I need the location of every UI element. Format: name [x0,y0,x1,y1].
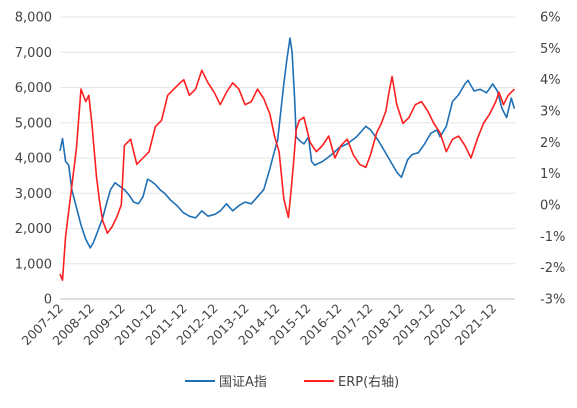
series-line-guozheng-a-index [59,37,516,249]
y-right-tick-label: 4% [540,73,561,88]
y-left-tick-label: 2,000 [15,222,52,237]
y-right-tick-label: 5% [540,42,561,57]
y-right-tick-label: 0% [540,199,561,214]
y-right-tick-label: 2% [540,136,561,151]
y-left-tick-label: 1,000 [15,257,52,272]
y-left-tick-label: 4,000 [15,152,52,167]
y-right-tick-label: 3% [540,105,561,120]
y-left-tick-label: 6,000 [15,81,52,96]
y-left-tick-label: 3,000 [15,187,52,202]
y-left-tick-label: 0 [44,293,52,308]
legend: 国证A指 ERP(右轴) [185,375,399,390]
legend-label: 国证A指 [219,375,267,390]
series-layer [59,37,516,282]
series-line-erp [59,69,515,282]
y-left-tick-label: 7,000 [15,46,52,61]
y-right-tick-label: -3% [540,293,565,308]
y-left-tick-label: 8,000 [15,11,52,26]
y-left-tick-label: 5,000 [15,116,52,131]
legend-label: ERP(右轴) [338,375,399,390]
y-right-tick-label: 6% [540,11,561,26]
y-right-tick-label: -2% [540,261,565,276]
axis-layer: 0 1,000 2,000 3,000 4,000 5,000 6,000 7,000 8,00… [15,11,566,349]
y-right-tick-label: -1% [540,230,565,245]
y-right-tick-label: 1% [540,167,561,182]
